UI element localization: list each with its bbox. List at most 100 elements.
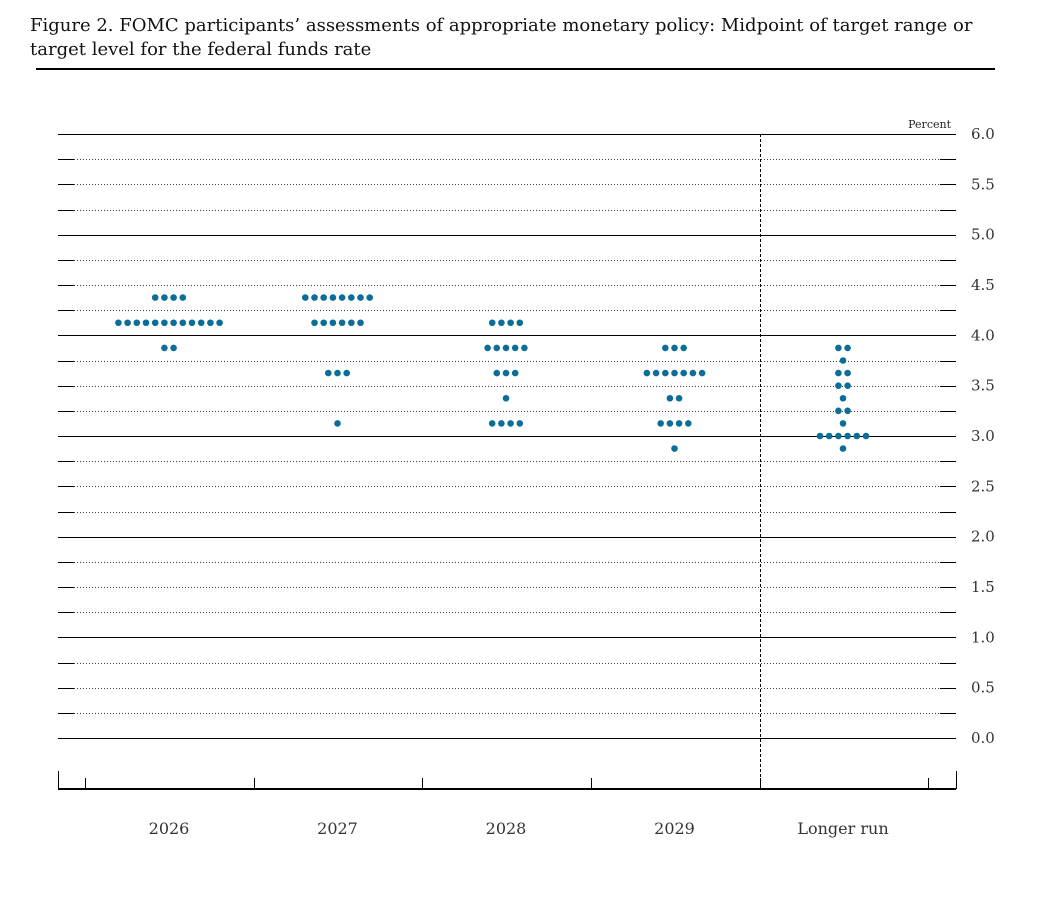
- grid-lines: [58, 134, 956, 739]
- projection-dot: [835, 382, 842, 389]
- projection-dot: [498, 319, 505, 327]
- projection-dot: [689, 369, 697, 377]
- projection-dot: [302, 294, 309, 301]
- projection-dot: [516, 420, 524, 427]
- projection-dot: [133, 319, 141, 327]
- projection-dot: [825, 432, 833, 440]
- projection-dot: [170, 344, 177, 352]
- projection-dot: [179, 294, 187, 301]
- projection-dot: [207, 319, 214, 327]
- y-tick-label: 5.0: [971, 226, 995, 244]
- y-tick-label: 1.0: [971, 628, 995, 646]
- y-tick-label: 0.0: [971, 729, 995, 747]
- projection-dot: [662, 344, 669, 352]
- projection-dot: [816, 432, 824, 440]
- projection-dot: [329, 294, 337, 301]
- y-tick-label: 1.5: [971, 578, 995, 596]
- projection-dot: [493, 344, 501, 352]
- projection-dot: [839, 420, 847, 427]
- y-tick-label: 4.5: [971, 276, 995, 294]
- y-tick-label: 3.0: [971, 427, 995, 445]
- projection-dot: [124, 319, 131, 327]
- y-tick-label: 2.5: [971, 477, 995, 495]
- projection-dot: [366, 294, 374, 301]
- projection-dot: [502, 394, 510, 402]
- projection-dot: [488, 319, 496, 327]
- projection-dot: [334, 420, 341, 427]
- projection-dot: [671, 369, 678, 377]
- projection-dot: [161, 294, 168, 301]
- projection-dot: [671, 445, 678, 452]
- projection-dot: [521, 344, 528, 352]
- projection-dot: [170, 294, 177, 301]
- projection-dot: [502, 369, 510, 377]
- projection-dot: [844, 369, 851, 377]
- projection-dot: [675, 394, 683, 402]
- projection-dot: [516, 319, 524, 327]
- projection-dot: [311, 319, 318, 327]
- axis-labels: 0.0 0.5 1.0 1.5 2.0 2.5 3.0 3.5 4.0 4.5 5.0 5.5 6.0 2…: [149, 125, 995, 838]
- projection-dot: [338, 294, 346, 301]
- y-tick-label: 2.0: [971, 528, 995, 546]
- projection-dot: [338, 319, 346, 327]
- projection-dot: [320, 294, 328, 301]
- projection-dot: [151, 319, 159, 327]
- x-category-label: 2027: [317, 819, 358, 838]
- projection-dot: [320, 319, 328, 327]
- projection-dot: [161, 319, 168, 327]
- projection-dot: [216, 319, 223, 327]
- projection-dot: [666, 394, 674, 402]
- projection-dot: [502, 344, 510, 352]
- projection-dot: [671, 344, 678, 352]
- projection-dot: [657, 420, 664, 427]
- projection-dot: [511, 369, 519, 377]
- y-tick-label: 6.0: [971, 125, 995, 143]
- projection-dot: [835, 407, 842, 415]
- projection-dot: [698, 369, 706, 377]
- projection-dot: [311, 294, 318, 301]
- projection-dot: [666, 420, 674, 427]
- projection-dot: [675, 420, 683, 427]
- projection-dot: [498, 420, 505, 427]
- x-category-label: 2028: [486, 819, 527, 838]
- projection-dot: [839, 394, 847, 402]
- projection-dot: [142, 319, 150, 327]
- projection-dot: [343, 369, 351, 377]
- projection-dot: [844, 344, 851, 352]
- projection-dot: [151, 294, 159, 301]
- projection-dot: [844, 432, 851, 440]
- projection-dot: [484, 344, 491, 352]
- projection-dot: [844, 382, 851, 389]
- figure-title: Figure 2. FOMC participants’ assessments…: [30, 15, 973, 60]
- title-rule: [36, 68, 995, 70]
- projection-dot: [511, 344, 519, 352]
- projection-dot: [835, 432, 842, 440]
- projection-dot: [680, 344, 687, 352]
- projection-dot: [348, 319, 355, 327]
- projection-dot: [179, 319, 187, 327]
- projection-dot: [161, 344, 168, 352]
- y-tick-label: 5.5: [971, 175, 995, 193]
- projection-dot: [862, 432, 870, 440]
- projection-dot: [188, 319, 196, 327]
- x-category-label: Longer run: [797, 819, 888, 838]
- projection-dot: [493, 369, 501, 377]
- projection-dot: [685, 420, 692, 427]
- projection-dot: [680, 369, 687, 377]
- projection-dot: [488, 420, 496, 427]
- unit-label: Percent: [908, 118, 951, 131]
- axes: [58, 134, 957, 790]
- y-tick-label: 0.5: [971, 679, 995, 697]
- projection-dot: [334, 369, 341, 377]
- projection-dot: [835, 344, 842, 352]
- projection-dot: [357, 294, 364, 301]
- projection-dot: [652, 369, 660, 377]
- projection-dot: [839, 357, 847, 364]
- projection-dot: [839, 445, 847, 452]
- projection-dot: [357, 319, 364, 327]
- projection-dot: [662, 369, 669, 377]
- projection-dot: [507, 319, 514, 327]
- projection-dot: [643, 369, 651, 377]
- dots: [115, 294, 870, 452]
